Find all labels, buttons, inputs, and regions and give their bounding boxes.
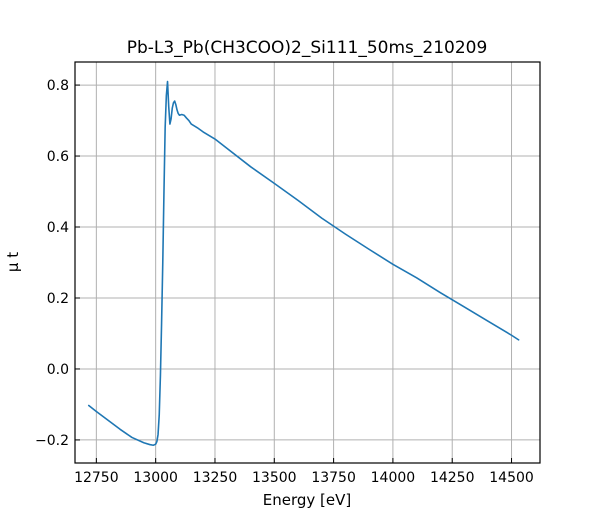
x-tick-label: 14500: [489, 470, 534, 486]
plot-area: [75, 62, 540, 463]
grid: [75, 62, 540, 463]
y-axis-title: μ t: [4, 252, 22, 272]
y-tick-label: 0.4: [47, 220, 69, 236]
series-line: [87, 80, 520, 447]
y-tick-label: 0.0: [47, 362, 69, 378]
x-axis-title: Energy [eV]: [263, 491, 351, 509]
chart-title: Pb-L3_Pb(CH3COO)2_Si111_50ms_210209: [127, 38, 488, 58]
y-tick-label: 0.2: [47, 291, 69, 307]
y-tick-label: 0.8: [47, 78, 69, 94]
ticks: [75, 84, 513, 463]
series-layer: [87, 80, 520, 447]
x-tick-label: 13500: [252, 470, 297, 486]
tick-labels: 12750 13000 13250 13500 13750 14000 14250 14500…: [35, 78, 534, 486]
x-tick-label: 14000: [371, 470, 416, 486]
y-tick-label: −0.2: [35, 433, 69, 449]
x-tick-label: 13000: [133, 470, 178, 486]
x-tick-label: 13750: [311, 470, 356, 486]
x-tick-label: 14250: [430, 470, 475, 486]
x-tick-label: 12750: [74, 470, 119, 486]
x-tick-label: 13250: [193, 470, 238, 486]
plot-frame: [74, 61, 541, 464]
y-tick-label: 0.6: [47, 149, 69, 165]
